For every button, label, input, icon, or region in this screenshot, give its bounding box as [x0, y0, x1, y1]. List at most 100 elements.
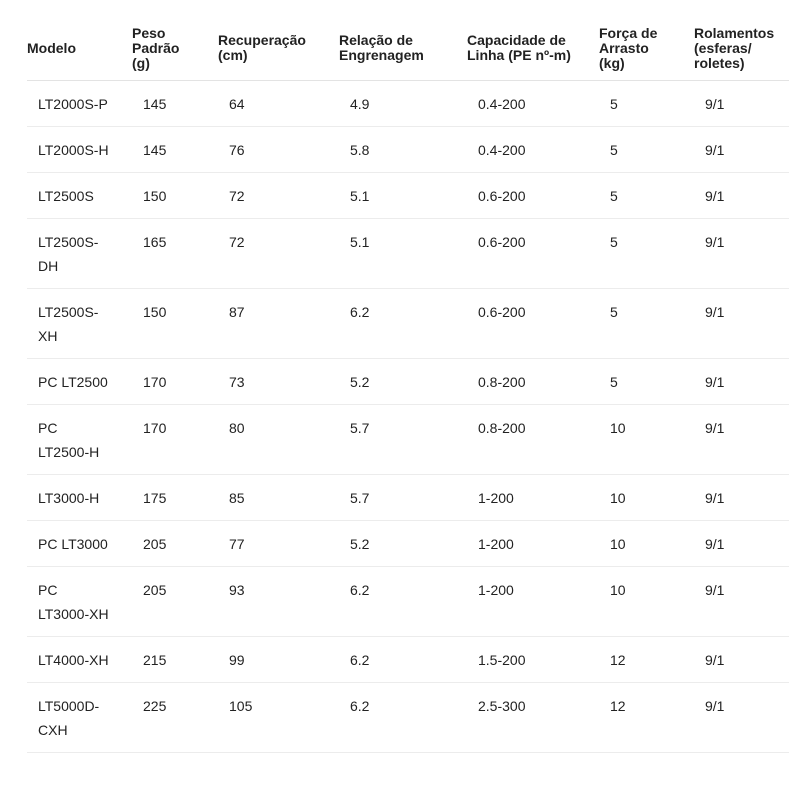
weight-value: 205 [143, 536, 167, 552]
cell-model: PC LT2500-H [27, 404, 132, 475]
cell-gear-ratio: 4.9 [339, 80, 467, 127]
line-capacity-value: 0.6-200 [478, 234, 526, 250]
drag-value: 5 [610, 142, 618, 158]
cell-gear-ratio: 6.2 [339, 636, 467, 683]
line-capacity-value: 1-200 [478, 490, 514, 506]
model-value: LT2500S-DH [38, 234, 99, 274]
gear-ratio-value: 6.2 [350, 304, 370, 320]
retrieve-value: 85 [229, 490, 245, 506]
cell-bearings: 9/1 [694, 288, 789, 359]
retrieve-value: 72 [229, 234, 245, 250]
cell-line-capacity: 1-200 [467, 520, 599, 567]
cell-model: PC LT3000 [27, 520, 132, 567]
cell-gear-ratio: 5.7 [339, 404, 467, 475]
cell-model: LT2000S-P [27, 80, 132, 127]
cell-weight: 225 [132, 682, 218, 753]
cell-weight: 150 [132, 172, 218, 219]
cell-line-capacity: 0.8-200 [467, 404, 599, 475]
model-value: PC LT2500-H [38, 420, 100, 460]
cell-drag: 10 [599, 520, 694, 567]
retrieve-value: 87 [229, 304, 245, 320]
cell-model: LT2500S [27, 172, 132, 219]
cell-drag: 5 [599, 126, 694, 173]
cell-drag: 5 [599, 172, 694, 219]
retrieve-value: 76 [229, 142, 245, 158]
table-row: LT3000-H 175 85 5.7 1-200 10 9/1 [27, 474, 789, 521]
cell-bearings: 9/1 [694, 636, 789, 683]
cell-line-capacity: 0.8-200 [467, 358, 599, 405]
cell-drag: 12 [599, 682, 694, 753]
cell-gear-ratio: 5.7 [339, 474, 467, 521]
cell-gear-ratio: 5.2 [339, 520, 467, 567]
cell-bearings: 9/1 [694, 474, 789, 521]
bearings-value: 9/1 [705, 582, 725, 598]
weight-value: 150 [143, 188, 167, 204]
cell-weight: 205 [132, 520, 218, 567]
table-row: PC LT2500-H 170 80 5.7 0.8-200 10 9/1 [27, 404, 789, 475]
cell-model: LT5000D-CXH [27, 682, 132, 753]
table-row: LT2500S 150 72 5.1 0.6-200 5 9/1 [27, 172, 789, 219]
cell-model: LT4000-XH [27, 636, 132, 683]
line-capacity-value: 0.6-200 [478, 188, 526, 204]
line-capacity-value: 1.5-200 [478, 652, 526, 668]
line-capacity-value: 2.5-300 [478, 698, 526, 714]
line-capacity-value: 0.4-200 [478, 96, 526, 112]
cell-bearings: 9/1 [694, 80, 789, 127]
bearings-value: 9/1 [705, 490, 725, 506]
table-row: LT2000S-H 145 76 5.8 0.4-200 5 9/1 [27, 126, 789, 173]
cell-drag: 12 [599, 636, 694, 683]
bearings-value: 9/1 [705, 234, 725, 250]
cell-gear-ratio: 5.8 [339, 126, 467, 173]
drag-value: 12 [610, 652, 626, 668]
cell-bearings: 9/1 [694, 520, 789, 567]
drag-value: 10 [610, 420, 626, 436]
table-row: LT2500S-XH 150 87 6.2 0.6-200 5 9/1 [27, 288, 789, 359]
table-row: LT4000-XH 215 99 6.2 1.5-200 12 9/1 [27, 636, 789, 683]
cell-line-capacity: 0.4-200 [467, 126, 599, 173]
retrieve-value: 80 [229, 420, 245, 436]
cell-weight: 170 [132, 404, 218, 475]
cell-line-capacity: 0.6-200 [467, 218, 599, 289]
drag-value: 10 [610, 536, 626, 552]
gear-ratio-value: 5.1 [350, 188, 370, 204]
cell-retrieve: 64 [218, 80, 339, 127]
cell-bearings: 9/1 [694, 172, 789, 219]
table-row: PC LT2500 170 73 5.2 0.8-200 5 9/1 [27, 358, 789, 405]
gear-ratio-value: 6.2 [350, 698, 370, 714]
specs-table: Modelo Peso Padrão (g) Recuperação (cm) … [27, 18, 789, 753]
table-row: PC LT3000 205 77 5.2 1-200 10 9/1 [27, 520, 789, 567]
cell-gear-ratio: 6.2 [339, 566, 467, 637]
drag-value: 10 [610, 582, 626, 598]
cell-weight: 145 [132, 126, 218, 173]
cell-bearings: 9/1 [694, 682, 789, 753]
model-value: LT2500S-XH [38, 304, 99, 344]
cell-weight: 175 [132, 474, 218, 521]
drag-value: 5 [610, 374, 618, 390]
cell-retrieve: 73 [218, 358, 339, 405]
drag-value: 10 [610, 490, 626, 506]
bearings-value: 9/1 [705, 420, 725, 436]
drag-value: 5 [610, 234, 618, 250]
cell-retrieve: 76 [218, 126, 339, 173]
weight-value: 145 [143, 96, 167, 112]
cell-model: PC LT2500 [27, 358, 132, 405]
cell-retrieve: 105 [218, 682, 339, 753]
gear-ratio-value: 5.8 [350, 142, 370, 158]
cell-line-capacity: 0.4-200 [467, 80, 599, 127]
cell-retrieve: 93 [218, 566, 339, 637]
header-retrieve: Recuperação (cm) [218, 18, 339, 81]
model-value: LT5000D-CXH [38, 698, 100, 738]
cell-line-capacity: 0.6-200 [467, 288, 599, 359]
model-value: PC LT2500 [38, 374, 108, 390]
cell-line-capacity: 1-200 [467, 566, 599, 637]
cell-retrieve: 77 [218, 520, 339, 567]
gear-ratio-value: 6.2 [350, 652, 370, 668]
table-row: LT5000D-CXH 225 105 6.2 2.5-300 12 9/1 [27, 682, 789, 753]
model-value: PC LT3000 [38, 536, 108, 552]
cell-drag: 10 [599, 566, 694, 637]
cell-drag: 5 [599, 288, 694, 359]
weight-value: 165 [143, 234, 167, 250]
bearings-value: 9/1 [705, 96, 725, 112]
table-row: LT2000S-P 145 64 4.9 0.4-200 5 9/1 [27, 80, 789, 127]
bearings-value: 9/1 [705, 652, 725, 668]
